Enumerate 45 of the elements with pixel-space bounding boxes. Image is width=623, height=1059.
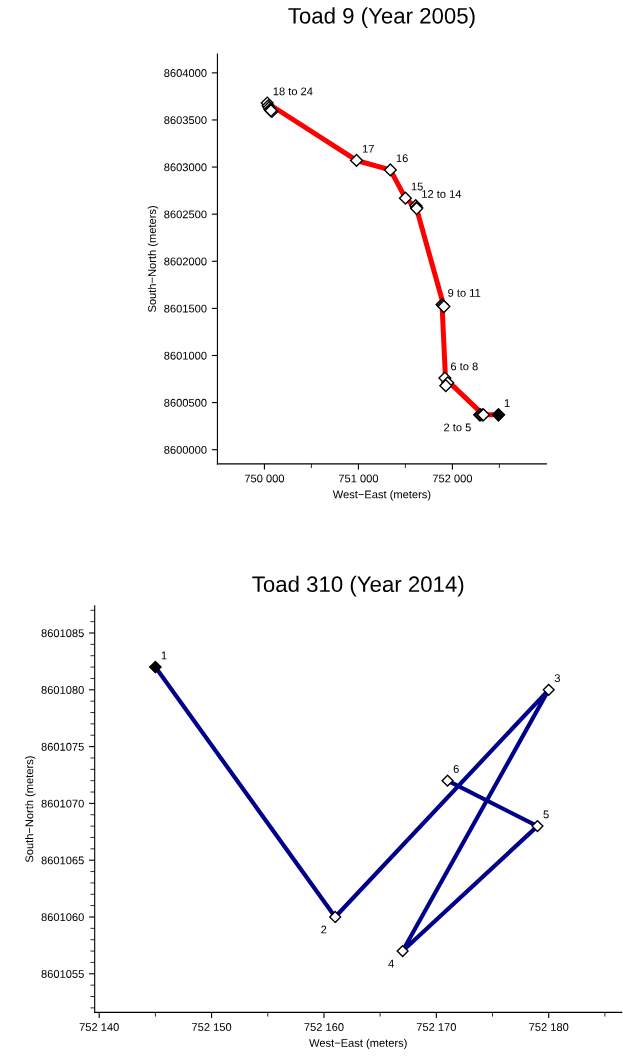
y-tick-label: 8602500 — [164, 210, 207, 219]
chart-title: Toad 310 (Year 2014) — [252, 575, 464, 597]
chart-title: Toad 9 (Year 2005) — [288, 7, 475, 29]
y-tick-label: 8604000 — [164, 69, 207, 77]
y-tick-label: 8600500 — [164, 398, 207, 407]
y-axis-title: South−North (meters) — [25, 756, 36, 863]
y-tick-label: 8601055 — [41, 970, 84, 978]
annotation: 5 — [543, 810, 549, 819]
y-tick-label: 8601000 — [164, 351, 207, 360]
y-tick-label: 8603000 — [164, 163, 207, 172]
x-axis-title: West−East (meters) — [309, 1038, 407, 1050]
annotation: 9 to 11 — [448, 289, 481, 297]
annotation: 6 to 8 — [450, 362, 478, 371]
x-tick-label: 752 140 — [79, 1023, 119, 1031]
y-tick-label: 8601075 — [41, 742, 84, 751]
y-tick-label: 8603500 — [164, 116, 207, 125]
x-tick-label: 752 180 — [529, 1023, 569, 1031]
y-tick-label: 8601070 — [41, 799, 84, 808]
annotation: 3 — [554, 674, 560, 683]
y-tick-label: 8601085 — [41, 629, 84, 638]
x-tick-label: 752 000 — [432, 474, 473, 483]
x-axis-title: West−East (meters) — [332, 490, 431, 501]
y-tick-label: 8600000 — [164, 445, 207, 454]
y-tick-label: 8601080 — [41, 686, 84, 694]
annotation: 6 — [453, 765, 459, 773]
annotation: 2 to 5 — [444, 423, 471, 432]
x-tick-label: 750 000 — [244, 474, 285, 483]
x-tick-label: 752 170 — [416, 1023, 456, 1031]
y-tick-label: 8601500 — [164, 304, 207, 313]
x-tick-label: 752 160 — [304, 1023, 344, 1031]
annotation: 16 — [396, 154, 408, 163]
y-tick-label: 8602000 — [164, 257, 207, 266]
annotation: 4 — [388, 959, 394, 968]
x-tick-label: 751 000 — [338, 474, 379, 483]
y-axis-title: South−North (meters) — [147, 206, 159, 312]
annotation: 18 to 24 — [273, 87, 313, 96]
annotation: 12 to 14 — [422, 190, 462, 198]
y-tick-label: 8601065 — [41, 856, 84, 865]
annotation: 17 — [362, 144, 374, 153]
annotation: 15 — [411, 182, 423, 191]
annotation: 2 — [321, 925, 327, 934]
y-tick-label: 8601060 — [41, 913, 84, 922]
x-tick-label: 752 150 — [192, 1023, 232, 1031]
annotation: 1 — [504, 399, 510, 407]
annotation: 1 — [161, 651, 167, 660]
